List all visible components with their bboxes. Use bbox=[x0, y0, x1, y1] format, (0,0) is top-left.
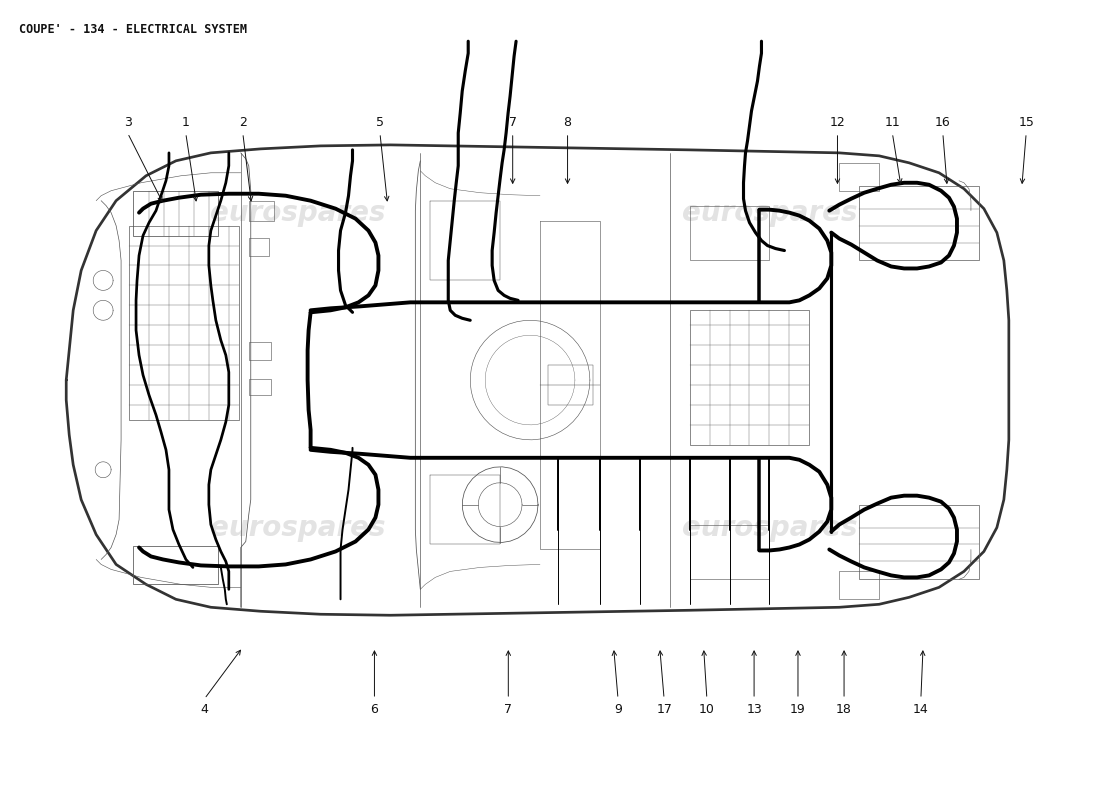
Bar bbox=[133, 190, 218, 235]
Bar bbox=[129, 226, 239, 420]
Bar bbox=[839, 571, 879, 599]
Bar bbox=[249, 238, 268, 255]
Text: 13: 13 bbox=[746, 703, 762, 716]
Text: 3: 3 bbox=[123, 116, 132, 129]
Text: 4: 4 bbox=[200, 703, 208, 716]
Bar bbox=[690, 310, 810, 445]
Text: 6: 6 bbox=[371, 703, 378, 716]
Text: 2: 2 bbox=[239, 116, 246, 129]
Bar bbox=[133, 546, 218, 584]
Text: 16: 16 bbox=[935, 116, 950, 129]
Text: 1: 1 bbox=[182, 116, 189, 129]
Bar bbox=[690, 206, 769, 261]
Text: 17: 17 bbox=[657, 703, 672, 716]
Bar bbox=[859, 186, 979, 261]
Text: eurospares: eurospares bbox=[682, 198, 857, 226]
Text: 18: 18 bbox=[836, 703, 852, 716]
Text: eurospares: eurospares bbox=[682, 514, 857, 542]
Bar bbox=[548, 365, 593, 405]
Bar bbox=[690, 525, 769, 579]
Text: 7: 7 bbox=[508, 116, 517, 129]
Text: 10: 10 bbox=[698, 703, 715, 716]
Text: COUPE' - 134 - ELECTRICAL SYSTEM: COUPE' - 134 - ELECTRICAL SYSTEM bbox=[20, 23, 248, 36]
Text: 15: 15 bbox=[1019, 116, 1034, 129]
Text: 12: 12 bbox=[829, 116, 845, 129]
Text: 14: 14 bbox=[913, 703, 928, 716]
Text: eurospares: eurospares bbox=[210, 514, 385, 542]
Bar bbox=[249, 379, 271, 395]
Text: 19: 19 bbox=[790, 703, 806, 716]
Text: eurospares: eurospares bbox=[210, 198, 385, 226]
Text: 5: 5 bbox=[376, 116, 384, 129]
Text: 7: 7 bbox=[504, 703, 513, 716]
Bar bbox=[249, 342, 271, 360]
Bar bbox=[859, 505, 979, 579]
Bar bbox=[249, 201, 274, 221]
Text: 8: 8 bbox=[563, 116, 572, 129]
Bar bbox=[839, 163, 879, 190]
Text: 11: 11 bbox=[884, 116, 900, 129]
Text: 9: 9 bbox=[614, 703, 622, 716]
